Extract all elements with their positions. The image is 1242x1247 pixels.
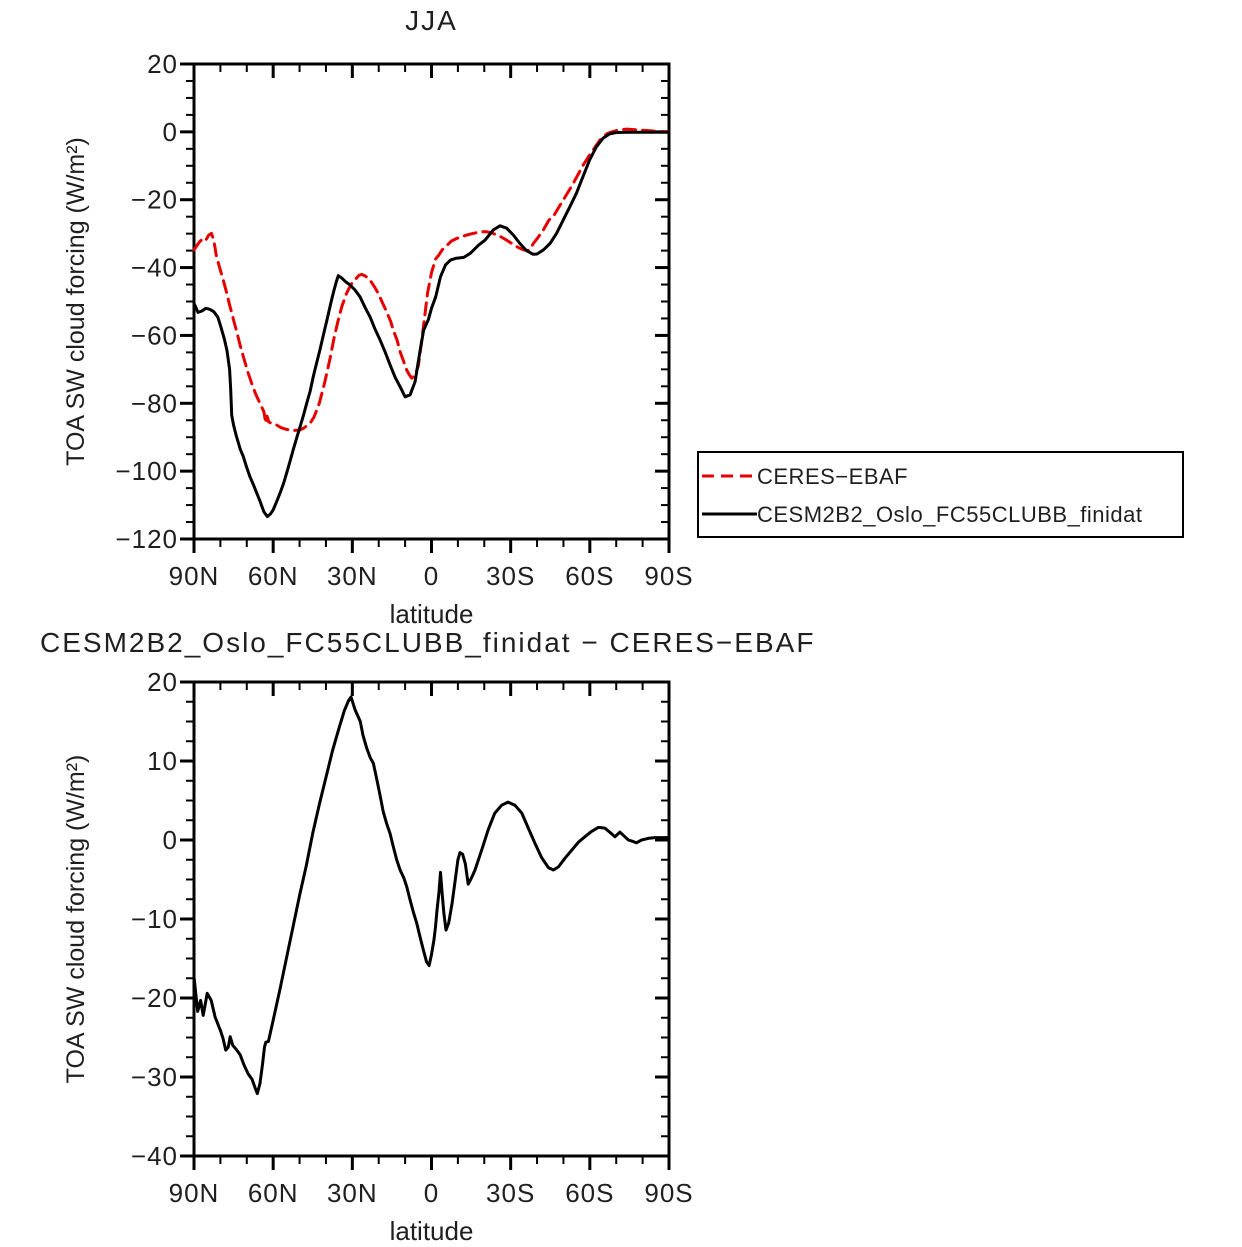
- panel-title: CESM2B2_Oslo_FC55CLUBB_finidat − CERES−E…: [40, 627, 815, 658]
- y-axis-label: TOA SW cloud forcing (W/m²): [62, 755, 90, 1084]
- y-tick-label: −80: [131, 388, 178, 418]
- y-axis-label: TOA SW cloud forcing (W/m²): [62, 137, 90, 466]
- x-tick-label: 60S: [565, 1178, 614, 1208]
- x-axis-label: latitude: [390, 1216, 474, 1242]
- cesm2b2-curve: [192, 130, 671, 519]
- y-tick-label: −20: [131, 983, 178, 1013]
- y-tick-label: 0: [163, 117, 178, 147]
- y-tick-label: −40: [131, 253, 178, 283]
- bottom-panel: 90N 60N 30N 0 30S 60S 90S 20 10 0 −10 −20 −30 −40 lati…: [40, 627, 815, 1246]
- y-tick-label: −20: [131, 185, 178, 215]
- y-tick-label: 0: [163, 825, 178, 855]
- x-axis-label: latitude: [390, 599, 474, 629]
- legend: CERES−EBAF CESM2B2_Oslo_FC55CLUBB_finidat: [697, 451, 1184, 538]
- x-tick-label: 30S: [486, 1178, 535, 1208]
- axis-ticks: [180, 62, 671, 553]
- x-tick-label: 0: [424, 1178, 439, 1208]
- x-tick-label: 60S: [565, 561, 614, 591]
- y-tick-label: −60: [131, 320, 178, 350]
- x-tick-label: 30S: [486, 561, 535, 591]
- ceres-ebaf-curve: [192, 127, 671, 432]
- top-panel: 90N 60N 30N 0 30S 60S 90S 20 0 −20 −40 −60 −80 −100 −1…: [62, 5, 693, 629]
- x-tick-label: 60N: [248, 561, 299, 591]
- y-tick-label: 20: [147, 667, 178, 697]
- x-tick-label: 90N: [169, 1178, 220, 1208]
- legend-label: CESM2B2_Oslo_FC55CLUBB_finidat: [757, 502, 1143, 527]
- y-tick-label: −10: [131, 904, 178, 934]
- y-tick-label: −40: [131, 1141, 178, 1171]
- y-tick-label: 20: [147, 49, 178, 79]
- axis-ticks: [180, 680, 671, 1170]
- x-tick-label: 90S: [644, 561, 693, 591]
- legend-box: [697, 451, 1184, 538]
- y-tick-label: 10: [147, 746, 178, 776]
- y-tick-label: −120: [115, 524, 178, 554]
- x-tick-label: 30N: [327, 561, 378, 591]
- plot-border: [192, 62, 671, 541]
- legend-label: CERES−EBAF: [757, 464, 908, 489]
- panel-title: JJA: [405, 5, 458, 36]
- x-tick-label: 60N: [248, 1178, 299, 1208]
- y-tick-label: −30: [131, 1062, 178, 1092]
- x-tick-label: 30N: [327, 1178, 378, 1208]
- x-tick-label: 90N: [169, 561, 220, 591]
- x-tick-label: 0: [424, 561, 439, 591]
- plot-border: [192, 680, 671, 1158]
- y-tick-label: −100: [115, 456, 178, 486]
- cesm2b2-curve: [192, 695, 671, 1096]
- x-tick-label: 90S: [644, 1178, 693, 1208]
